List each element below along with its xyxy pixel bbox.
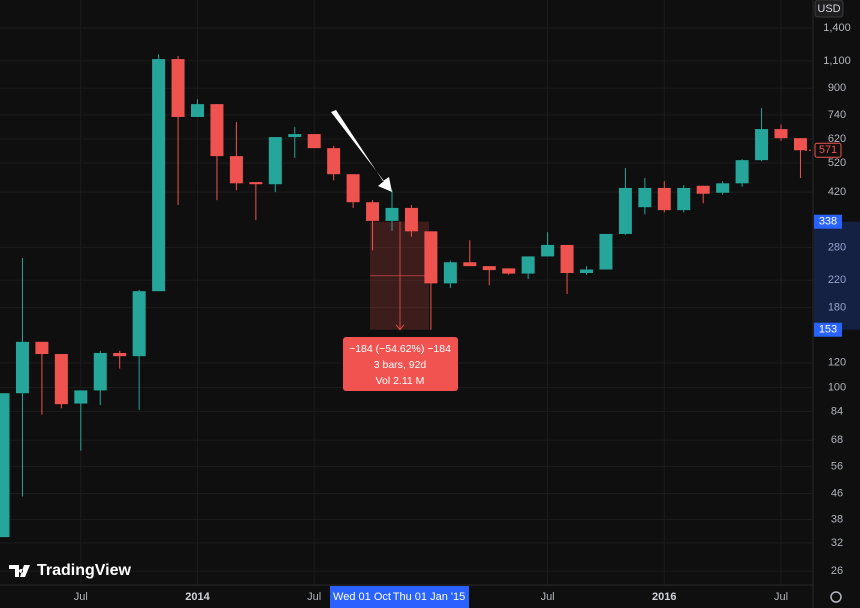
candle-body bbox=[482, 266, 496, 271]
price-marker-label: 338 bbox=[819, 216, 837, 228]
candle-body bbox=[74, 390, 88, 404]
y-tick-label: 420 bbox=[828, 186, 846, 198]
x-tick-label: Jul bbox=[307, 591, 321, 603]
candle-body bbox=[171, 59, 185, 117]
candle-body bbox=[774, 129, 788, 139]
candle-body bbox=[327, 148, 341, 175]
candle-body bbox=[132, 291, 146, 357]
candle-body bbox=[677, 187, 691, 211]
candle-body bbox=[152, 59, 166, 292]
y-tick-label: 520 bbox=[828, 157, 846, 169]
logo: TradingView bbox=[9, 562, 132, 579]
overlay: 571 338 153 Wed 01 Oct Thu 01 Jan '15 −184 (−… bbox=[330, 142, 860, 608]
annotation-arrow bbox=[331, 110, 392, 192]
x-tick-label: 2016 bbox=[652, 591, 676, 603]
y-tick-label: 740 bbox=[828, 109, 846, 121]
candle-body bbox=[716, 183, 730, 193]
x-tick-label: Jul bbox=[774, 591, 788, 603]
candle-body bbox=[366, 202, 380, 221]
candle-body bbox=[541, 244, 555, 257]
candle-body bbox=[560, 244, 574, 273]
candle-body bbox=[346, 174, 360, 203]
candle-body bbox=[54, 354, 68, 405]
measure-tooltip-line: 3 bars, 92d bbox=[374, 359, 427, 371]
candle-body bbox=[521, 256, 535, 274]
price-marker-box bbox=[814, 322, 842, 337]
candle-body bbox=[229, 156, 243, 184]
x-tick-label: Jul bbox=[74, 591, 88, 603]
measure-arrowhead bbox=[395, 324, 405, 331]
y-tick-label: 46 bbox=[831, 487, 843, 499]
candle-body bbox=[113, 352, 127, 357]
candle-body bbox=[35, 341, 49, 355]
candle-body bbox=[15, 341, 29, 394]
candle-body bbox=[385, 207, 399, 221]
axis-range bbox=[814, 221, 860, 330]
time-range bbox=[330, 586, 469, 608]
candle-body bbox=[599, 233, 613, 270]
candle-body bbox=[463, 262, 477, 267]
candles bbox=[0, 54, 807, 538]
candle-body bbox=[288, 134, 302, 138]
y-tick-label: 56 bbox=[831, 461, 843, 473]
logo-text: TradingView bbox=[37, 562, 132, 579]
candle-body bbox=[793, 138, 807, 151]
x-tick-label: 2014 bbox=[185, 591, 210, 603]
y-tick-label: 26 bbox=[831, 565, 843, 577]
candle-body bbox=[443, 262, 457, 284]
last-price-box bbox=[814, 142, 842, 158]
price-marker-label: 153 bbox=[819, 324, 837, 336]
candle-body bbox=[210, 104, 224, 157]
y-tick-label: 1,100 bbox=[823, 55, 851, 67]
y-tick-label: 620 bbox=[828, 133, 846, 145]
last-price-label: 571 bbox=[819, 144, 837, 156]
settings-icon[interactable] bbox=[830, 591, 842, 603]
candle-body bbox=[580, 269, 593, 273]
currency[interactable]: USD bbox=[817, 3, 840, 15]
time-range-end: Thu 01 Jan '15 bbox=[393, 591, 465, 603]
y-tick-label: 220 bbox=[828, 274, 846, 286]
candle-body bbox=[0, 393, 10, 538]
y-tick-label: 38 bbox=[831, 513, 843, 525]
logo-icon bbox=[9, 565, 30, 577]
candle-body bbox=[424, 231, 438, 284]
y-tick-label: 68 bbox=[831, 434, 843, 446]
measure-tooltip-line: −184 (−54.62%) −184 bbox=[349, 343, 451, 355]
candle-body bbox=[618, 187, 632, 234]
candle-body bbox=[696, 185, 710, 194]
candle-body bbox=[502, 268, 516, 274]
candle-body bbox=[249, 182, 263, 185]
candle-body bbox=[657, 187, 671, 211]
y-tick-label: 1,400 bbox=[823, 22, 851, 34]
currency-box[interactable] bbox=[814, 0, 844, 18]
y-tick-label: 100 bbox=[828, 382, 846, 394]
price-marker-box bbox=[814, 214, 842, 229]
y-tick-label: 280 bbox=[828, 241, 846, 253]
y-tick-label: 84 bbox=[831, 405, 843, 417]
candle-body bbox=[755, 129, 769, 161]
y-tick-label: 32 bbox=[831, 537, 843, 549]
candle-body bbox=[307, 134, 321, 149]
measure-tooltip-line: Vol 2.11 M bbox=[376, 375, 425, 387]
candle-body bbox=[191, 104, 204, 117]
y-tick-label: 120 bbox=[828, 357, 846, 369]
y-tick-label: 180 bbox=[828, 301, 846, 313]
x-tick-label: Jul bbox=[541, 591, 555, 603]
time-range-start: Wed 01 Oct bbox=[333, 591, 391, 603]
candle-body bbox=[638, 187, 652, 208]
candle-body bbox=[735, 160, 749, 184]
y-tick-label: 900 bbox=[828, 82, 846, 94]
candle-body bbox=[268, 137, 282, 185]
candle-body bbox=[404, 207, 418, 232]
candle-body bbox=[93, 352, 107, 391]
measure-tooltip bbox=[343, 337, 458, 391]
